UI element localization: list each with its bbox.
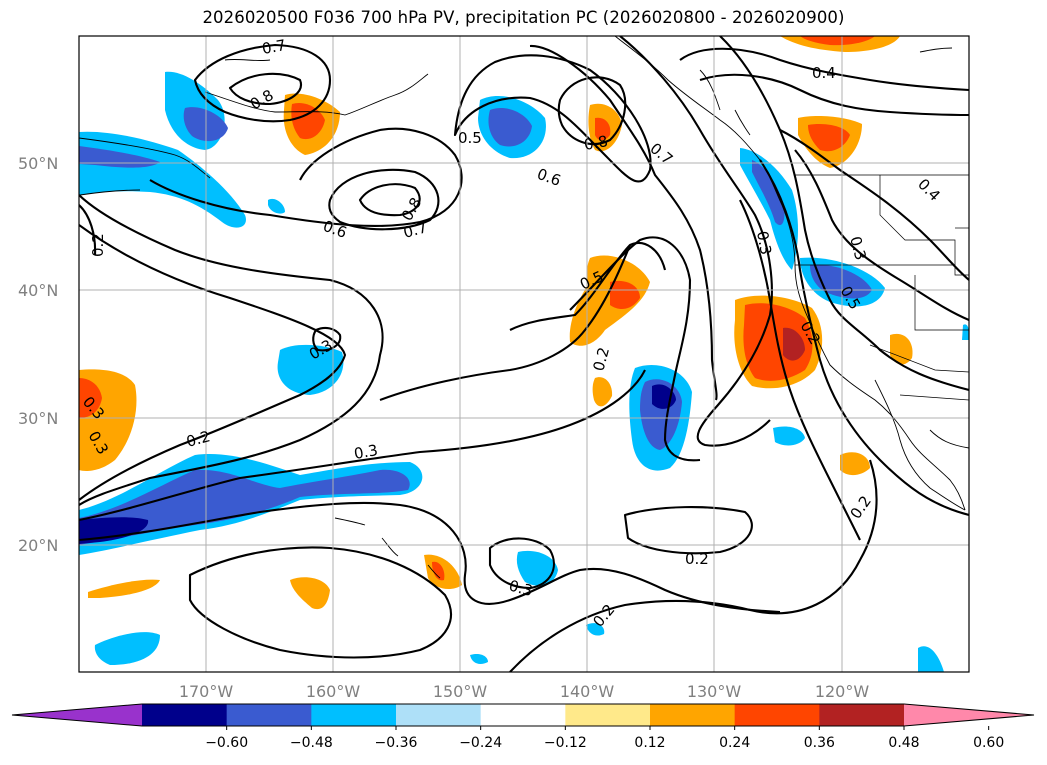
contour-label: 0.4	[812, 64, 836, 82]
colorbar-swatch	[650, 704, 736, 726]
lat-label-30n: 30°N	[18, 409, 58, 428]
contour-label: 0.2	[685, 550, 709, 568]
longitude-labels: 170°W 160°W 150°W 140°W 130°W 120°W	[179, 682, 870, 701]
colorbar: −0.60 −0.48 −0.36 −0.24 −0.12 0.12 0.24 0.36 0.4…	[11, 703, 1035, 751]
precip-negative-shading	[79, 71, 969, 672]
map-frame	[78, 35, 970, 673]
colorbar-swatch	[565, 704, 651, 726]
colorbar-outline	[11, 703, 1035, 727]
colorbar-tick-label: −0.60	[205, 735, 248, 751]
colorbar-swatch	[480, 704, 566, 726]
coastlines	[79, 36, 969, 579]
colorbar-tick-label: 0.24	[719, 735, 750, 751]
colorbar-tick-label: −0.36	[375, 735, 418, 751]
contour-label: 0.2	[184, 427, 212, 451]
colorbar-tick-label: 0.12	[634, 735, 665, 751]
contour-label: 0.3	[507, 576, 535, 600]
lat-label-40n: 40°N	[18, 281, 58, 300]
contour-label: 0.3	[846, 234, 870, 262]
contour-label: 0.2	[589, 345, 613, 373]
contour-label: 0.3	[753, 230, 775, 257]
colorbar-swatch	[734, 704, 820, 726]
colorbar-swatch	[226, 704, 312, 726]
colorbar-tick-label: 0.60	[973, 735, 1004, 751]
colorbar-tick-label: −0.24	[459, 735, 502, 751]
colorbar-tick-label: −0.48	[290, 735, 333, 751]
plot-title: 2026020500 F036 700 hPa PV, precipitatio…	[202, 8, 845, 27]
lon-label-130w: 130°W	[687, 682, 742, 701]
pv-contours	[79, 36, 969, 672]
lon-label-120w: 120°W	[815, 682, 870, 701]
lat-label-20n: 20°N	[18, 536, 58, 555]
colorbar-tick-label: 0.48	[888, 735, 919, 751]
contour-label: 0.2	[89, 233, 107, 257]
colorbar-swatch	[142, 704, 228, 726]
lat-label-50n: 50°N	[18, 154, 58, 173]
contour-label: 0.7	[261, 36, 288, 58]
colorbar-extend-min	[12, 704, 142, 726]
colorbar-tick-label: 0.36	[804, 735, 835, 751]
colorbar-extend-max	[904, 704, 1034, 726]
contour-label: 0.7	[401, 218, 429, 242]
colorbar-swatch	[311, 704, 397, 726]
colorbar-tick-label: −0.12	[544, 735, 587, 751]
contour-label: 0.5	[458, 129, 482, 147]
lon-label-160w: 160°W	[306, 682, 361, 701]
lon-label-140w: 140°W	[560, 682, 615, 701]
latitude-labels: 20°N 30°N 40°N 50°N	[18, 154, 58, 555]
lon-label-170w: 170°W	[179, 682, 234, 701]
lon-label-150w: 150°W	[433, 682, 488, 701]
colorbar-swatch	[819, 704, 905, 726]
colorbar-swatch	[396, 704, 482, 726]
contour-label: 0.8	[583, 132, 610, 154]
gridlines	[79, 36, 969, 672]
contour-label: 0.3	[353, 441, 380, 463]
